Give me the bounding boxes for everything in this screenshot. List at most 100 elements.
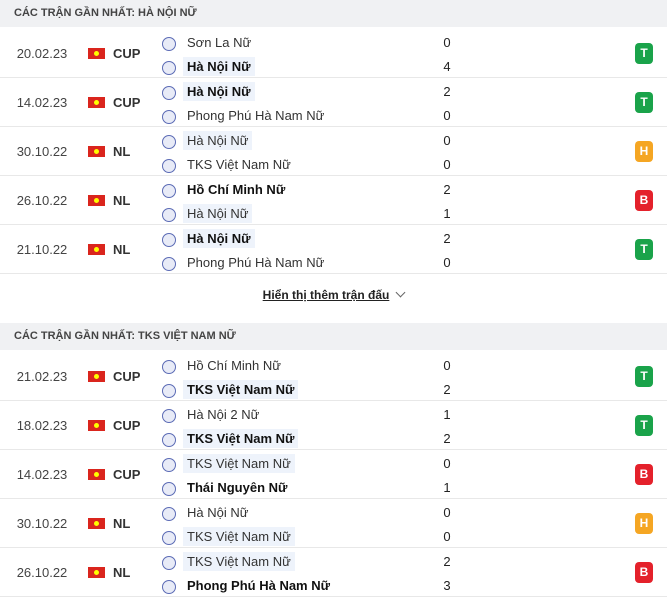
team-name: TKS Việt Nam Nữ <box>187 157 291 172</box>
competition: NL <box>113 193 131 208</box>
result-badge: T <box>635 43 653 64</box>
competition: NL <box>113 565 131 580</box>
result-badge: B <box>635 562 653 583</box>
team-name: Hà Nội Nữ <box>183 229 255 248</box>
team-logo <box>162 458 176 472</box>
team-logo <box>162 384 176 398</box>
team-name: TKS Việt Nam Nữ <box>183 527 295 546</box>
match-date: 21.02.23 <box>16 369 68 384</box>
match-date: 18.02.23 <box>16 418 68 433</box>
team-name: Hà Nội Nữ <box>183 82 255 101</box>
team-logo <box>162 556 176 570</box>
team-name: Hà Nội Nữ <box>183 204 253 223</box>
result-badge: H <box>635 141 653 162</box>
team-name: Phong Phú Hà Nam Nữ <box>187 108 325 123</box>
match-date: 30.10.22 <box>16 144 68 159</box>
score: 0 <box>443 505 451 520</box>
score: 2 <box>443 182 451 197</box>
match-date: 26.10.22 <box>16 193 68 208</box>
country-flag <box>88 195 105 206</box>
score: 0 <box>443 529 451 544</box>
score: 1 <box>443 407 451 422</box>
match-row[interactable]: 14.02.23 CUP Hà Nội Nữ 2 Phong Phú Hà Nam Nữ… <box>0 78 667 127</box>
score: 2 <box>443 554 451 569</box>
section-header: CÁC TRẬN GẦN NHẤT: TKS VIỆT NAM NỮ <box>0 323 667 350</box>
score: 3 <box>443 578 451 593</box>
team-logo <box>162 61 176 75</box>
competition: CUP <box>113 95 141 110</box>
team-logo <box>162 433 176 447</box>
competition: NL <box>113 242 131 257</box>
score: 2 <box>443 431 451 446</box>
result-badge: H <box>635 513 653 534</box>
team-logo <box>162 86 176 100</box>
match-row[interactable]: 26.10.22 NL TKS Việt Nam Nữ 2 Phong Phú Hà N… <box>0 548 667 597</box>
country-flag <box>88 518 105 529</box>
result-badge: T <box>635 239 653 260</box>
match-row[interactable]: 14.02.23 CUP TKS Việt Nam Nữ 0 Thái Nguyên N… <box>0 450 667 499</box>
match-row[interactable]: 26.10.22 NL Hồ Chí Minh Nữ 2 Hà Nội Nữ 1 B <box>0 176 667 225</box>
competition: CUP <box>113 467 141 482</box>
team-logo <box>162 184 176 198</box>
team-name: Hà Nội Nữ <box>183 131 253 150</box>
country-flag <box>88 97 105 108</box>
team-logo <box>162 37 176 51</box>
result-badge: B <box>635 464 653 485</box>
score: 2 <box>443 84 451 99</box>
competition: CUP <box>113 369 141 384</box>
match-row[interactable]: 21.02.23 CUP Hồ Chí Minh Nữ 0 TKS Việt Nam N… <box>0 352 667 401</box>
team-name: TKS Việt Nam Nữ <box>183 552 295 571</box>
competition: CUP <box>113 418 141 433</box>
result-badge: T <box>635 415 653 436</box>
team-logo <box>162 233 176 247</box>
team-name: TKS Việt Nam Nữ <box>183 429 299 448</box>
team-name: Thái Nguyên Nữ <box>187 480 288 495</box>
score: 0 <box>443 157 451 172</box>
result-badge: B <box>635 190 653 211</box>
score: 4 <box>443 59 451 74</box>
team-logo <box>162 507 176 521</box>
team-logo <box>162 482 176 496</box>
score: 0 <box>443 358 451 373</box>
match-row[interactable]: 20.02.23 CUP Sơn La Nữ 0 Hà Nội Nữ 4 T <box>0 29 667 78</box>
score: 0 <box>443 133 451 148</box>
team-name: Hà Nội Nữ <box>183 57 255 76</box>
chevron <box>395 287 406 298</box>
team-logo <box>162 159 176 173</box>
match-date: 20.02.23 <box>16 46 68 61</box>
country-flag <box>88 420 105 431</box>
match-date: 21.10.22 <box>16 242 68 257</box>
match-date: 26.10.22 <box>16 565 68 580</box>
team-logo <box>162 580 176 594</box>
match-row[interactable]: 18.02.23 CUP Hà Nội 2 Nữ 1 TKS Việt Nam Nữ 2 T <box>0 401 667 450</box>
team-name: Hồ Chí Minh Nữ <box>187 358 281 373</box>
score: 1 <box>443 480 451 495</box>
country-flag <box>88 146 105 157</box>
country-flag <box>88 469 105 480</box>
team-name: Hồ Chí Minh Nữ <box>187 182 286 197</box>
result-badge: T <box>635 366 653 387</box>
score: 0 <box>443 255 451 270</box>
score: 2 <box>443 382 451 397</box>
score: 0 <box>443 456 451 471</box>
score: 0 <box>443 108 451 123</box>
team-name: Sơn La Nữ <box>187 35 252 50</box>
team-logo <box>162 110 176 124</box>
country-flag <box>88 567 105 578</box>
competition: CUP <box>113 46 141 61</box>
score: 2 <box>443 231 451 246</box>
show-more-link[interactable]: Hiển thị thêm trận đấu <box>0 287 667 302</box>
match-row[interactable]: 30.10.22 NL Hà Nội Nữ 0 TKS Việt Nam Nữ 0 H <box>0 127 667 176</box>
competition: NL <box>113 516 131 531</box>
match-row[interactable]: 21.10.22 NL Hà Nội Nữ 2 Phong Phú Hà Nam Nữ 0… <box>0 225 667 274</box>
team-name: TKS Việt Nam Nữ <box>183 454 295 473</box>
country-flag <box>88 48 105 59</box>
match-date: 14.02.23 <box>16 467 68 482</box>
score: 1 <box>443 206 451 221</box>
team-logo <box>162 360 176 374</box>
match-row[interactable]: 30.10.22 NL Hà Nội Nữ 0 TKS Việt Nam Nữ 0 H <box>0 499 667 548</box>
match-date: 14.02.23 <box>16 95 68 110</box>
team-name: TKS Việt Nam Nữ <box>183 380 299 399</box>
team-name: Hà Nội Nữ <box>187 505 249 520</box>
team-logo <box>162 409 176 423</box>
